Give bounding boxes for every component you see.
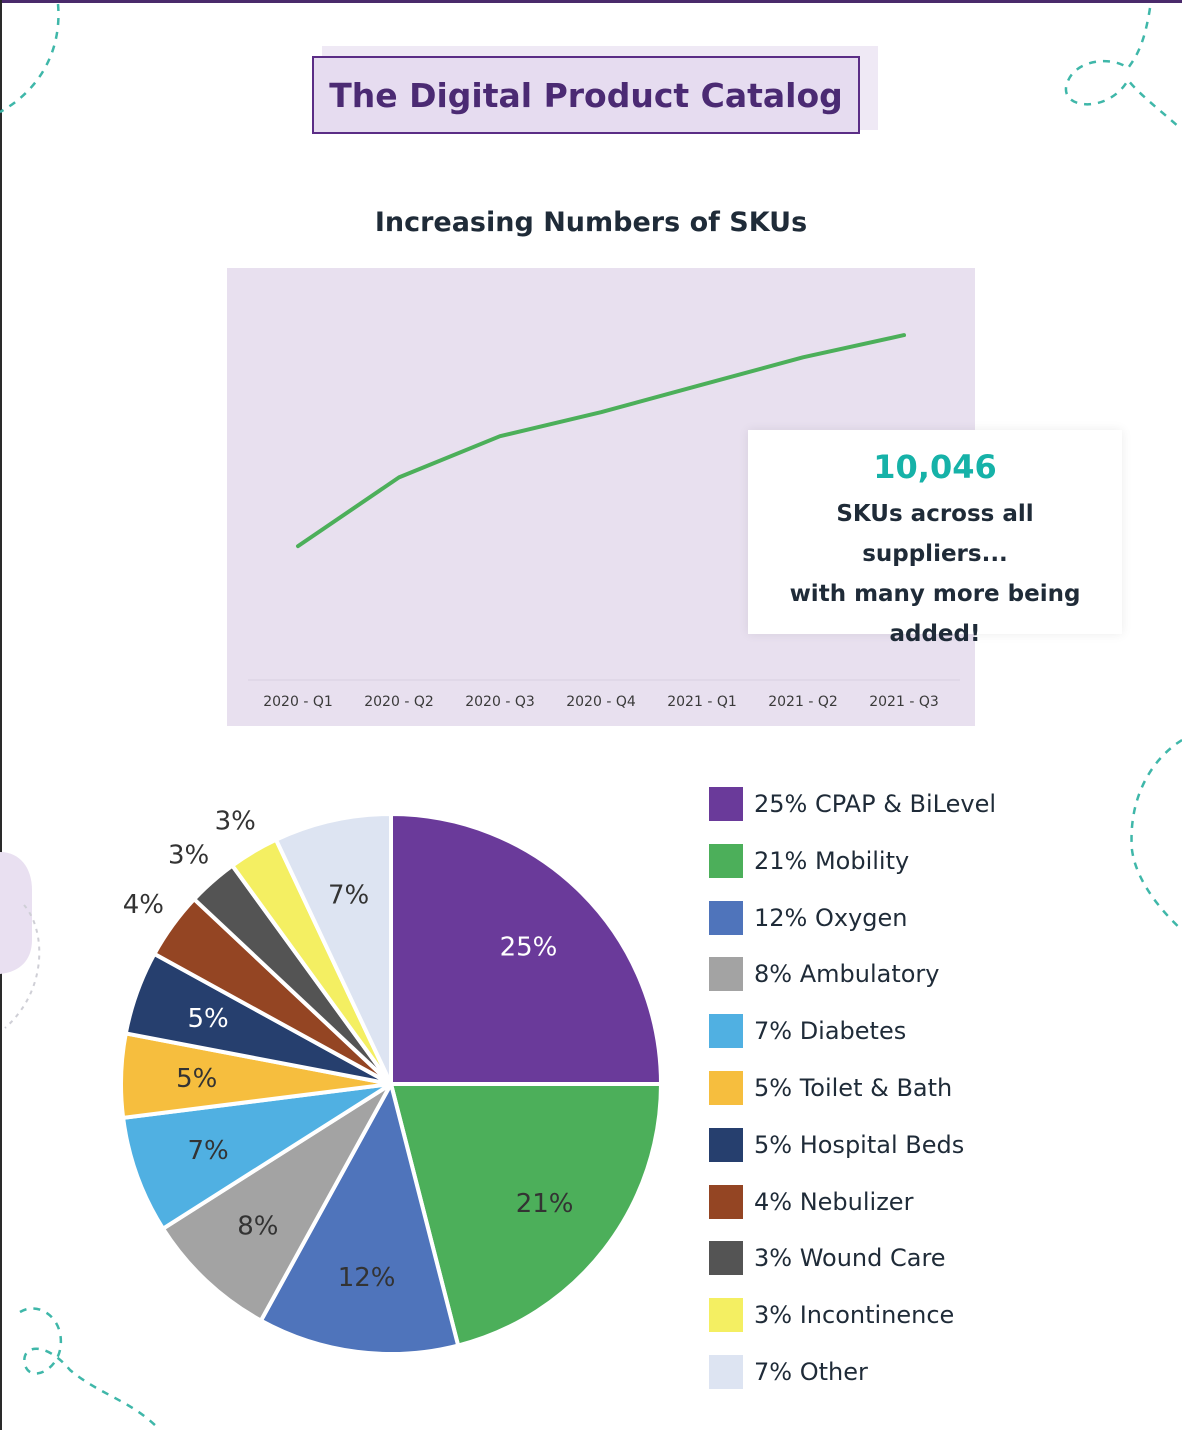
legend-swatch bbox=[709, 1127, 743, 1162]
pie-label: 4% bbox=[123, 890, 164, 920]
pie-label: 7% bbox=[328, 880, 369, 910]
pie-label: 3% bbox=[215, 807, 256, 837]
line-chart-title: Increasing Numbers of SKUs bbox=[374, 207, 808, 238]
legend-item: 8% Ambulatory bbox=[709, 956, 1169, 992]
legend-item: 3% Wound Care bbox=[709, 1240, 1169, 1276]
pie-slice-diabetes bbox=[120, 1082, 393, 1232]
pie-slice-cpap-bilevel bbox=[389, 811, 664, 1086]
legend-swatch bbox=[709, 900, 743, 935]
sku-callout-text: SKUs across all suppliers... with many m… bbox=[748, 494, 1122, 654]
legend-label: 5% Toilet & Bath bbox=[754, 1074, 953, 1102]
legend-item: 7% Other bbox=[709, 1354, 1169, 1390]
legend-swatch bbox=[709, 843, 743, 878]
legend-item: 12% Oxygen bbox=[709, 900, 1169, 936]
legend-label: 8% Ambulatory bbox=[754, 960, 940, 989]
legend-item: 7% Diabetes bbox=[709, 1013, 1169, 1049]
callout-line-3: added! bbox=[889, 621, 981, 647]
pie-label: 5% bbox=[176, 1064, 217, 1094]
legend-item: 21% Mobility bbox=[709, 843, 1169, 879]
legend-swatch bbox=[709, 1355, 743, 1389]
legend-label: 7% Other bbox=[754, 1358, 868, 1386]
pie-label: 25% bbox=[500, 933, 558, 963]
pie-slice-other bbox=[273, 811, 393, 1085]
x-tick-label: 2021 - Q3 bbox=[869, 694, 939, 710]
pie-label: 12% bbox=[338, 1263, 396, 1293]
pie-label: 21% bbox=[516, 1189, 574, 1219]
pie-label: 5% bbox=[187, 1004, 228, 1034]
legend-label: 7% Diabetes bbox=[754, 1017, 907, 1046]
legend-item: 5% Hospital Beds bbox=[709, 1127, 1169, 1163]
x-tick-label: 2021 - Q1 bbox=[667, 694, 737, 710]
x-tick-label: 2020 - Q2 bbox=[364, 694, 434, 710]
legend-item: 5% Toilet & Bath bbox=[709, 1070, 1169, 1106]
left-border bbox=[0, 0, 2, 1430]
line-series-skus bbox=[296, 333, 906, 549]
top-border bbox=[0, 0, 1182, 3]
pie-label: 3% bbox=[168, 841, 209, 871]
x-tick-label: 2020 - Q3 bbox=[465, 694, 535, 710]
legend-swatch bbox=[709, 1184, 743, 1219]
callout-line-1: SKUs across all suppliers... bbox=[836, 501, 1034, 567]
legend-label: 21% Mobility bbox=[754, 846, 910, 875]
legend-item: 3% Incontinence bbox=[709, 1297, 1169, 1333]
pie-label: 7% bbox=[187, 1136, 228, 1166]
legend-label: 5% Hospital Beds bbox=[754, 1130, 965, 1159]
legend-label: 4% Nebulizer bbox=[754, 1187, 914, 1216]
legend-swatch bbox=[709, 787, 743, 821]
legend-swatch bbox=[709, 957, 743, 992]
legend-label: 12% Oxygen bbox=[754, 903, 908, 932]
legend-item: 25% CPAP & BiLevel bbox=[709, 786, 1169, 822]
pie-slice-mobility bbox=[388, 1082, 664, 1348]
x-tick-label: 2020 - Q4 bbox=[566, 694, 636, 710]
legend-label: 3% Incontinence bbox=[754, 1301, 955, 1330]
legend-swatch bbox=[709, 1071, 743, 1105]
callout-line-2: with many more being bbox=[789, 581, 1081, 607]
legend-swatch bbox=[709, 1014, 743, 1049]
sku-count: 10,046 bbox=[873, 448, 997, 486]
page-title: The Digital Product Catalog bbox=[329, 75, 843, 115]
x-tick-label: 2020 - Q1 bbox=[263, 694, 333, 710]
legend-swatch bbox=[709, 1241, 743, 1276]
pie-slice-oxygen bbox=[258, 1078, 461, 1357]
sku-callout: 10,046 SKUs across all suppliers... with… bbox=[748, 430, 1122, 647]
legend-label: 25% CPAP & BiLevel bbox=[754, 790, 997, 818]
legend-label: 3% Wound Care bbox=[754, 1244, 946, 1273]
title-box: The Digital Product Catalog bbox=[312, 56, 860, 134]
legend-swatch bbox=[709, 1298, 743, 1333]
x-tick-label: 2021 - Q2 bbox=[768, 694, 838, 710]
legend-item: 4% Nebulizer bbox=[709, 1184, 1169, 1220]
pie-slice-ambulatory bbox=[160, 1082, 393, 1324]
pie-label: 8% bbox=[237, 1212, 278, 1242]
